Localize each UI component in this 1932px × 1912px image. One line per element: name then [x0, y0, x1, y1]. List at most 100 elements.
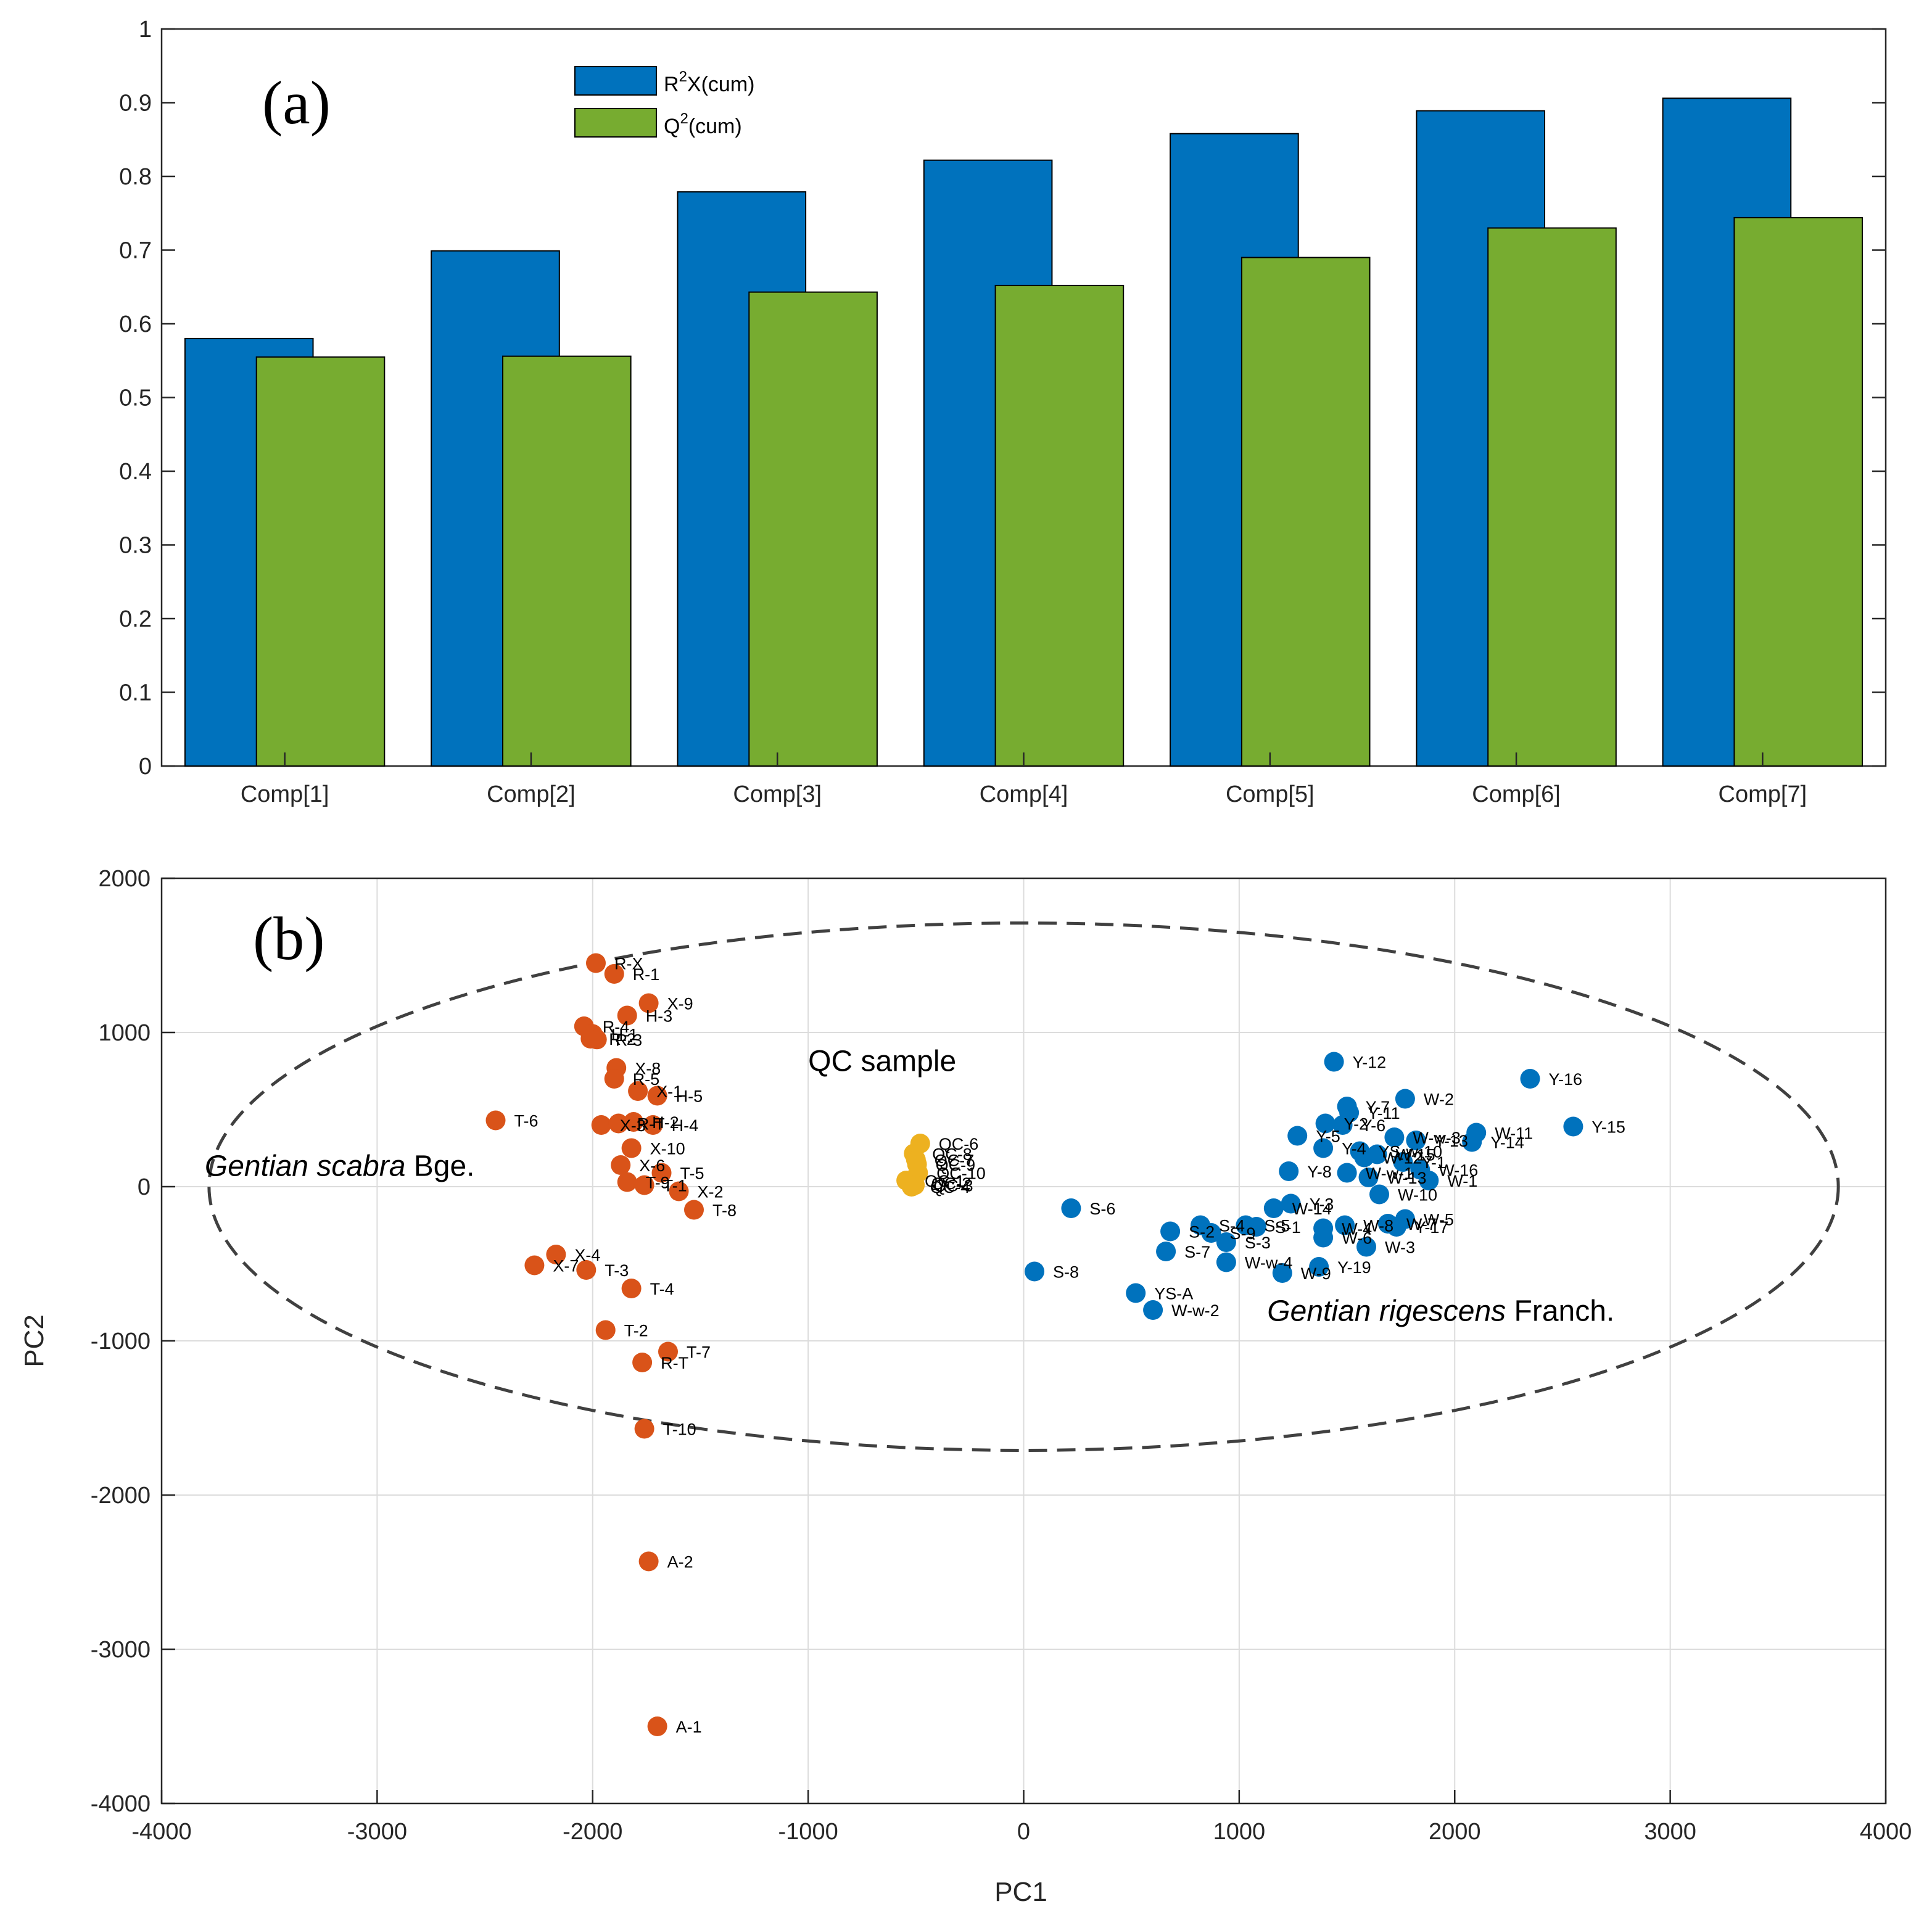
scatter-point-label: X-8 — [635, 1060, 661, 1078]
scatter-point — [647, 1086, 667, 1106]
scatter-point — [1354, 1147, 1374, 1168]
scatter-point-label: W-15 — [1396, 1146, 1435, 1164]
bar-chart-panel: 00.10.20.30.40.50.60.70.80.91 Comp[1] Com… — [119, 17, 1887, 807]
scatter-point-label: S-6 — [1089, 1200, 1115, 1218]
y-tick-label: 0.1 — [119, 680, 152, 706]
y-tick-label: 0.8 — [119, 164, 152, 190]
y-tick-label: 0.6 — [119, 311, 152, 337]
scatter-point — [546, 1245, 566, 1264]
scatter-point — [638, 993, 659, 1013]
annotation-qc-sample: QC sample — [808, 1045, 956, 1078]
scatter-point — [617, 1005, 637, 1026]
y-axis-title: PC2 — [19, 1314, 49, 1367]
scatter-point — [624, 1112, 644, 1132]
scatter-point-label: S-7 — [1184, 1243, 1210, 1261]
scatter-point-label: H-1 — [611, 1026, 638, 1044]
bar-chart-x-ticks: Comp[1] Comp[2] Comp[3] Comp[4] Comp[5] Comp[… — [241, 752, 1807, 807]
scatter-point-label: W-6 — [1342, 1229, 1372, 1248]
x-tick-label: 2000 — [1429, 1819, 1481, 1845]
scatter-point-label: T-9 — [646, 1174, 670, 1192]
scatter-point — [587, 1029, 607, 1050]
x-tick-label: Comp[7] — [1719, 781, 1807, 807]
scatter-point-label: Y-17 — [1415, 1218, 1449, 1237]
bar-q2-comp6 — [1487, 227, 1617, 767]
bar-chart-y-ticks: 0 0.1 0.2 0.3 0.4 0.5 0.6 0.7 0.8 0.9 1 — [119, 17, 1886, 780]
scatter-point — [1332, 1115, 1353, 1135]
scatter-point-label: X-6 — [639, 1156, 665, 1175]
bar-q2-comp7 — [1733, 216, 1863, 767]
scatter-point — [608, 1113, 629, 1134]
y-tick-label: -4000 — [91, 1791, 151, 1817]
bar-q2-comp1 — [255, 356, 386, 767]
scatter-point-label: Y-2 — [1344, 1115, 1369, 1134]
scatter-point-label: Y-15 — [1591, 1118, 1625, 1137]
scatter-point-label: W-w-4 — [1245, 1254, 1292, 1272]
scatter-point-label: T-7 — [687, 1343, 711, 1362]
scatter-point-label: W-w-3 — [1413, 1129, 1461, 1147]
x-tick-label: Comp[2] — [487, 781, 576, 807]
scatter-point-label: W-14 — [1292, 1200, 1332, 1218]
scatter-point-label: W-w-2 — [1171, 1301, 1220, 1320]
scatter-point-label: X-2 — [698, 1183, 724, 1201]
scatter-point-label: H-4 — [672, 1116, 699, 1135]
scatter-points — [485, 953, 1583, 1736]
scatter-point-label: Y-11 — [1368, 1104, 1400, 1123]
scatter-point — [1313, 1227, 1334, 1248]
scatter-point — [617, 1172, 637, 1192]
scatter-point-label: S-2 — [1189, 1223, 1215, 1242]
y-tick-label: 0.9 — [119, 91, 152, 117]
scatter-point — [1281, 1193, 1301, 1214]
scatter-point-label: Y-8 — [1307, 1163, 1332, 1181]
scatter-point — [1419, 1171, 1439, 1190]
scatter-point — [1335, 1215, 1355, 1235]
scatter-point-label: Y-19 — [1337, 1258, 1371, 1277]
scatter-point-label: Y-7 — [1366, 1098, 1390, 1116]
scatter-point-label: QC-2 — [931, 1174, 972, 1193]
x-tick-label: 0 — [1017, 1819, 1030, 1845]
scatter-point-label: R-1 — [633, 965, 660, 984]
scatter-point — [576, 1260, 597, 1280]
scatter-point-label: W-12 — [1383, 1149, 1422, 1168]
scatter-point — [1309, 1257, 1329, 1277]
scatter-ticks: -4000 -3000 -2000 -1000 0 1000 2000 3000 4000 -40… — [91, 866, 1912, 1845]
scatter-point-label: R-3 — [616, 1031, 643, 1049]
scatter-point — [1337, 1163, 1357, 1183]
legend-swatch-q2 — [574, 108, 657, 138]
scatter-point-label: T-10 — [663, 1420, 696, 1439]
scatter-point-label: Y-5 — [1316, 1127, 1340, 1146]
scatter-point — [1126, 1283, 1146, 1303]
scatter-point — [651, 1163, 672, 1183]
bar-q2-comp3 — [748, 291, 878, 767]
y-tick-label: 0.4 — [119, 459, 152, 485]
y-tick-label: 1 — [139, 17, 152, 43]
y-tick-label: 0.3 — [119, 533, 152, 559]
scatter-point — [1406, 1131, 1426, 1150]
x-tick-label: Comp[1] — [241, 781, 329, 807]
y-tick-label: 0 — [139, 754, 152, 780]
scatter-point-label: W-4 — [1342, 1220, 1372, 1238]
scatter-point-label: X-3 — [620, 1116, 646, 1135]
legend-label-r2x: R2X(cum) — [664, 68, 754, 96]
bar-chart-legend: R2X(cum) Q2(cum) — [574, 66, 754, 138]
scatter-point — [684, 1200, 704, 1220]
y-tick-label: 1000 — [98, 1020, 151, 1046]
scatter-point-label: W-7 — [1406, 1215, 1437, 1234]
scatter-point-label: A-1 — [676, 1718, 702, 1736]
scatter-point — [586, 953, 606, 973]
x-tick-label: -4000 — [131, 1819, 191, 1845]
scatter-point — [1384, 1127, 1405, 1147]
bar-q2-comp2 — [502, 355, 632, 767]
y-tick-label: -2000 — [91, 1483, 151, 1509]
scatter-point — [1462, 1132, 1482, 1152]
scatter-chart-panel: -4000 -3000 -2000 -1000 0 1000 2000 3000 4000 -40… — [19, 866, 1912, 1907]
x-tick-label: Comp[4] — [980, 781, 1068, 807]
scatter-point-label: Y-4 — [1342, 1140, 1366, 1158]
scatter-point-label: S-4 — [1219, 1217, 1245, 1235]
scatter-point — [1287, 1126, 1308, 1146]
y-tick-label: 0.7 — [119, 238, 152, 264]
scatter-point — [634, 1419, 654, 1439]
scatter-point — [524, 1255, 545, 1275]
scatter-point-label: S-5 — [1264, 1217, 1290, 1235]
scatter-point — [1369, 1184, 1389, 1205]
scatter-point-label: W-1 — [1447, 1172, 1477, 1190]
